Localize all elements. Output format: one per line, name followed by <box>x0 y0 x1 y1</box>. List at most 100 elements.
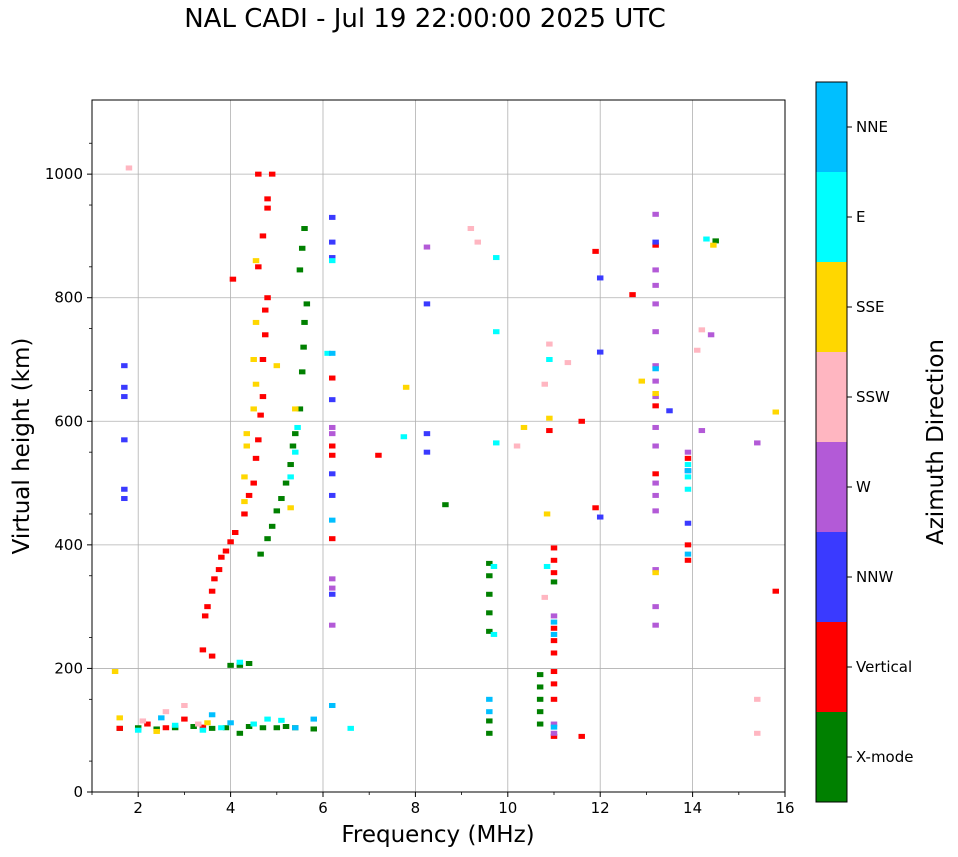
colorbar-swatch-x-mode <box>816 712 847 802</box>
colorbar-swatch-sse <box>816 262 847 352</box>
echo-point-x-mode <box>486 591 493 597</box>
colorbar-tick-label: E <box>856 208 865 226</box>
echo-point-vertical <box>550 557 558 563</box>
echo-point-nnw <box>423 301 431 307</box>
echo-point-vertical <box>231 530 239 535</box>
echo-point-vertical <box>578 418 585 424</box>
echo-point-vertical <box>375 452 382 458</box>
x-tick-label: 10 <box>498 799 517 817</box>
colorbar: X-mode Vertical NNW W SSW SSE E NNE <box>815 81 913 803</box>
echo-point-vertical <box>199 647 207 653</box>
echo-point-x-mode <box>236 662 244 668</box>
echo-point-w <box>550 721 558 727</box>
echo-point-vertical <box>329 536 336 542</box>
echo-point-x-mode <box>303 301 311 307</box>
x-tick-label: 8 <box>411 799 421 817</box>
echo-point-x-mode <box>268 523 276 529</box>
echo-point-x-mode <box>536 672 544 678</box>
x-tick-label: 16 <box>775 799 794 817</box>
echo-point-sse <box>111 669 119 675</box>
echo-point-w <box>652 329 659 335</box>
echo-point-sse <box>153 728 160 734</box>
echo-point-vertical <box>259 233 267 239</box>
y-tick-label: 800 <box>54 289 83 307</box>
echo-point-vertical <box>684 455 692 461</box>
echo-point-nne <box>684 551 692 557</box>
echo-point-vertical <box>218 554 225 560</box>
echo-point-w <box>329 622 336 628</box>
echo-point-w <box>423 244 431 250</box>
echo-point-x-mode <box>310 726 317 732</box>
echo-point-x-mode <box>301 226 308 232</box>
colorbar-tick-label: NNW <box>856 568 893 586</box>
echo-point-e <box>493 440 500 446</box>
echo-point-e <box>546 357 553 362</box>
echo-point-vertical <box>550 625 558 631</box>
echo-point-ssw <box>754 730 761 736</box>
x-tick-label: 6 <box>318 799 328 817</box>
echo-point-vertical <box>241 511 248 517</box>
echo-point-x-mode <box>298 369 306 375</box>
echo-point-w <box>652 508 659 514</box>
axis-ticks: 2 4 6 8 10 12 14 16 0 200 400 600 800 1000 <box>45 142 795 817</box>
echo-point-nne <box>550 724 558 730</box>
echo-point-vertical <box>199 724 207 730</box>
echo-point-w <box>754 440 761 446</box>
echo-point-ssw <box>181 703 188 708</box>
echo-point-x-mode <box>259 725 267 731</box>
echo-point-w <box>329 585 336 591</box>
echo-point-nnw <box>121 394 128 400</box>
grid <box>92 100 785 792</box>
echo-point-ssw <box>564 360 572 366</box>
echo-point-vertical <box>250 480 257 486</box>
colorbar-swatch-vertical <box>816 622 847 712</box>
echo-point-w <box>707 332 715 338</box>
echo-point-nnw <box>121 496 128 502</box>
echo-point-e <box>684 462 692 468</box>
echo-point-x-mode <box>536 696 544 702</box>
echo-point-nne <box>329 517 336 523</box>
echo-point-vertical <box>550 669 558 675</box>
colorbar-swatch-e <box>816 172 847 262</box>
echo-point-e <box>703 236 710 242</box>
echo-point-w <box>652 282 659 288</box>
echo-point-e <box>278 717 285 723</box>
echo-point-nnw <box>329 255 336 261</box>
echo-point-ssw <box>693 347 701 353</box>
echo-point-vertical <box>329 375 336 381</box>
x-tick-label: 4 <box>226 799 236 817</box>
echo-point-x-mode <box>273 508 281 514</box>
echo-point-sse <box>287 505 294 511</box>
echo-point-vertical <box>229 276 237 282</box>
echo-point-x-mode <box>245 660 253 666</box>
echo-point-e <box>400 434 408 440</box>
echo-point-sse <box>241 499 248 505</box>
echo-point-sse <box>638 378 646 384</box>
echo-point-x-mode <box>227 662 234 668</box>
echo-point-vertical <box>629 292 636 298</box>
y-tick-label: 400 <box>54 536 83 554</box>
echo-point-w <box>652 443 659 449</box>
chart-title: NAL CADI - Jul 19 22:00:00 2025 UTC <box>184 4 666 34</box>
echo-point-nne <box>550 631 558 637</box>
echo-point-vertical <box>262 332 269 338</box>
echo-point-e <box>236 659 244 665</box>
echo-point-nne <box>310 716 317 722</box>
echo-point-x-mode <box>442 502 449 508</box>
colorbar-swatch-w <box>816 442 847 532</box>
colorbar-tick-label: W <box>856 478 871 496</box>
echo-point-vertical <box>201 613 209 619</box>
echo-point-w <box>652 604 659 610</box>
echo-point-x-mode <box>282 724 290 730</box>
echo-point-vertical <box>772 588 779 594</box>
echo-point-nnw <box>121 363 128 369</box>
echo-point-sse <box>273 363 281 369</box>
echo-point-nnw <box>423 449 431 455</box>
echo-point-ssw <box>195 721 202 727</box>
echo-point-w <box>550 613 558 619</box>
echo-point-sse <box>652 390 659 396</box>
echo-point-nnw <box>329 591 336 597</box>
echo-point-vertical <box>578 733 585 739</box>
colorbar-tick-label: Vertical <box>856 658 912 676</box>
